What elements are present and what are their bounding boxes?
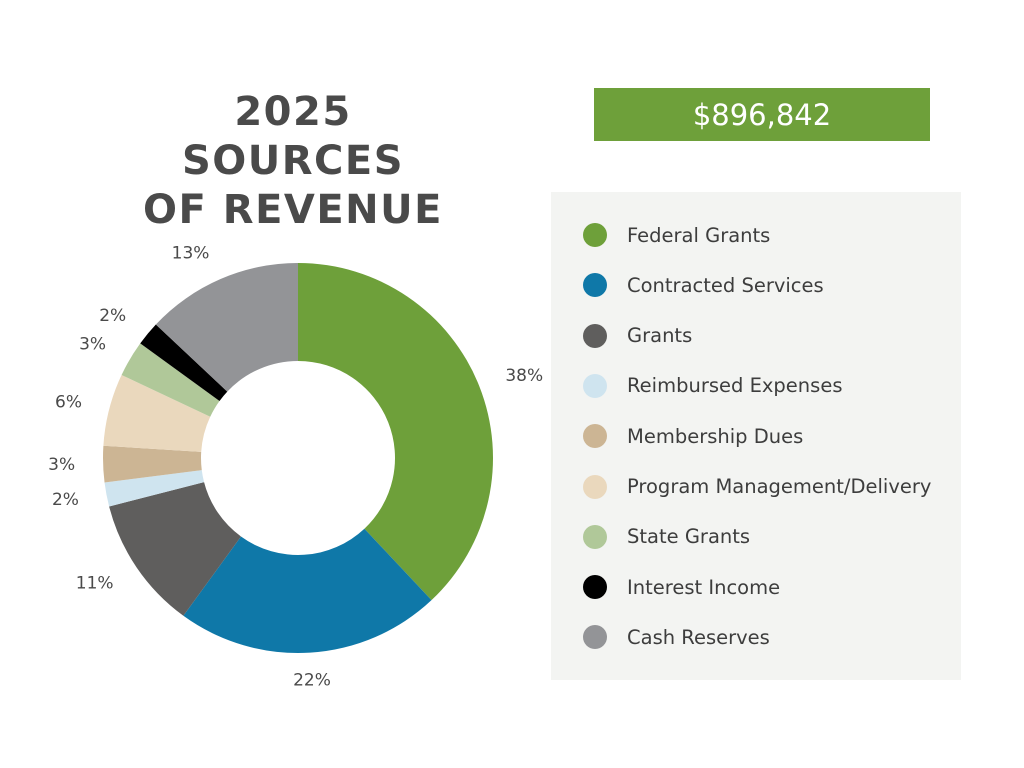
data-label-reimbursed-expenses: 2% xyxy=(52,490,79,510)
data-label-state-grants: 3% xyxy=(79,334,106,354)
slice-federal-grants xyxy=(298,263,493,601)
legend-item-membership-dues: Membership Dues xyxy=(583,422,803,450)
data-label-program-management-delivery: 6% xyxy=(55,393,82,413)
slice-state-grants xyxy=(121,343,220,417)
slice-cash-reserves xyxy=(155,263,298,392)
legend-label: State Grants xyxy=(627,525,751,549)
legend-swatch xyxy=(583,424,607,449)
legend-swatch xyxy=(583,223,607,247)
chart-title-line-2: OF REVENUE xyxy=(143,187,443,233)
slice-interest-income xyxy=(140,324,228,401)
legend-label: Reimbursed Expenses xyxy=(627,374,843,398)
data-label-membership-dues: 3% xyxy=(48,455,75,475)
legend-swatch xyxy=(583,575,607,600)
slice-membership-dues xyxy=(103,445,202,483)
legend-label: Cash Reserves xyxy=(627,625,770,649)
chart-title-line-1: 2025 SOURCES xyxy=(181,89,405,184)
slice-contracted-services xyxy=(183,528,432,653)
chart-legend: Federal Grants Contracted Services Grants R… xyxy=(551,192,961,680)
data-label-grants: 11% xyxy=(76,573,114,593)
data-label-cash-reserves: 13% xyxy=(172,243,210,263)
legend-label: Contracted Services xyxy=(627,273,824,297)
data-label-federal-grants: 38% xyxy=(505,366,543,386)
legend-label: Grants xyxy=(627,324,693,348)
legend-swatch xyxy=(583,474,607,499)
legend-label: Interest Income xyxy=(627,575,781,599)
slice-program-management-delivery xyxy=(103,374,211,452)
data-label-contracted-services: 22% xyxy=(293,671,331,691)
slice-reimbursed-expenses xyxy=(104,470,205,507)
legend-label: Program Management/Delivery xyxy=(627,475,932,498)
legend-item-interest-income: Interest Income xyxy=(583,573,780,601)
slice-grants xyxy=(109,482,241,616)
legend-swatch xyxy=(583,273,607,298)
legend-swatch xyxy=(583,323,607,348)
legend-item-reimbursed-expenses: Reimbursed Expenses xyxy=(583,372,842,400)
legend-item-federal-grants: Federal Grants xyxy=(583,221,770,249)
data-label-interest-income: 2% xyxy=(99,306,126,326)
legend-item-grants: Grants xyxy=(583,322,692,350)
legend-swatch xyxy=(583,625,607,650)
legend-item-program-management-delivery: Program Management/Delivery xyxy=(583,473,931,501)
chart-title: 2025 SOURCES OF REVENUE xyxy=(118,88,468,235)
donut-chart: 38% 22% 11% 2% 3% 6% 3% 2% 13% xyxy=(48,243,543,691)
legend-label: Membership Dues xyxy=(627,424,804,448)
legend-swatch xyxy=(583,373,607,398)
legend-item-cash-reserves: Cash Reserves xyxy=(583,623,770,651)
legend-label: Federal Grants xyxy=(627,223,771,247)
legend-swatch xyxy=(583,524,607,549)
total-revenue-banner: $896,842 xyxy=(594,88,930,141)
legend-item-contracted-services: Contracted Services xyxy=(583,271,824,299)
legend-item-state-grants: State Grants xyxy=(583,523,750,551)
